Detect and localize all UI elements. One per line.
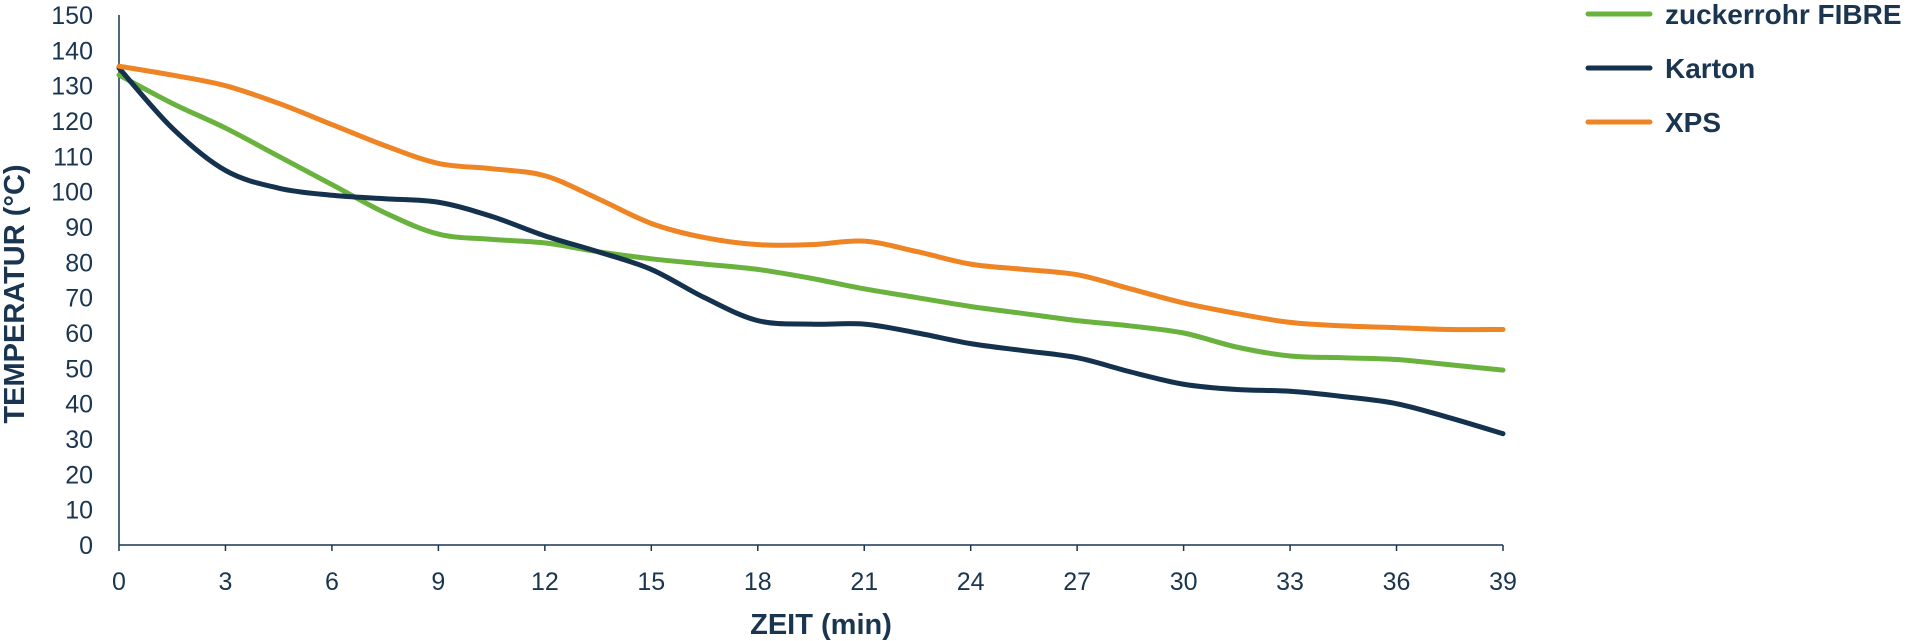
series-line-zuckerrohr-fibre (116, 72, 1506, 373)
y-tick-label: 70 (65, 285, 93, 313)
y-axis-title: TEMPERATUR (°C) (0, 164, 31, 423)
y-tick-label: 50 (65, 355, 93, 383)
x-tick-label: 15 (637, 568, 665, 596)
y-tick-label: 20 (65, 461, 93, 489)
series-lines (116, 63, 1506, 437)
x-tick-label: 12 (531, 568, 559, 596)
x-tick-label: 3 (219, 568, 233, 596)
x-axis-title: ZEIT (min) (750, 609, 892, 641)
x-axis-ticks (118, 545, 1504, 551)
x-tick-label: 36 (1383, 568, 1411, 596)
x-tick-label: 9 (431, 568, 445, 596)
x-tick-label: 18 (744, 568, 772, 596)
y-tick-label: 150 (51, 2, 93, 30)
y-tick-label: 90 (65, 214, 93, 242)
y-tick-labels: 0 10 20 30 40 50 60 70 80 90 100 110 120 130 140 150 (51, 2, 93, 560)
legend-label-karton: Karton (1665, 53, 1755, 84)
y-tick-label: 80 (65, 249, 93, 277)
legend: zuckerrohr FIBRE Karton XPS (1585, 0, 1902, 138)
y-tick-label: 40 (65, 391, 93, 419)
x-tick-label: 30 (1170, 568, 1198, 596)
y-tick-label: 60 (65, 320, 93, 348)
x-tick-label: 39 (1489, 568, 1517, 596)
y-tick-label: 100 (51, 179, 93, 207)
y-tick-label: 10 (65, 497, 93, 525)
y-tick-label: 140 (51, 37, 93, 65)
legend-label-xps: XPS (1665, 107, 1721, 138)
y-tick-label: 130 (51, 73, 93, 101)
x-tick-label: 21 (850, 568, 878, 596)
legend-label-zuckerrohr-fibre: zuckerrohr FIBRE (1665, 0, 1902, 30)
x-tick-label: 24 (957, 568, 985, 596)
series-line-karton (116, 65, 1506, 437)
y-tick-label: 30 (65, 426, 93, 454)
x-tick-label: 33 (1276, 568, 1304, 596)
y-tick-label: 120 (51, 108, 93, 136)
series-line-xps (116, 63, 1506, 333)
y-tick-label: 0 (79, 532, 93, 560)
x-tick-label: 6 (325, 568, 339, 596)
x-tick-labels: 0 3 6 9 12 15 18 21 24 27 30 33 36 39 (112, 568, 1517, 596)
y-tick-label: 110 (53, 143, 93, 171)
x-tick-label: 27 (1063, 568, 1091, 596)
x-tick-label: 0 (112, 568, 126, 596)
